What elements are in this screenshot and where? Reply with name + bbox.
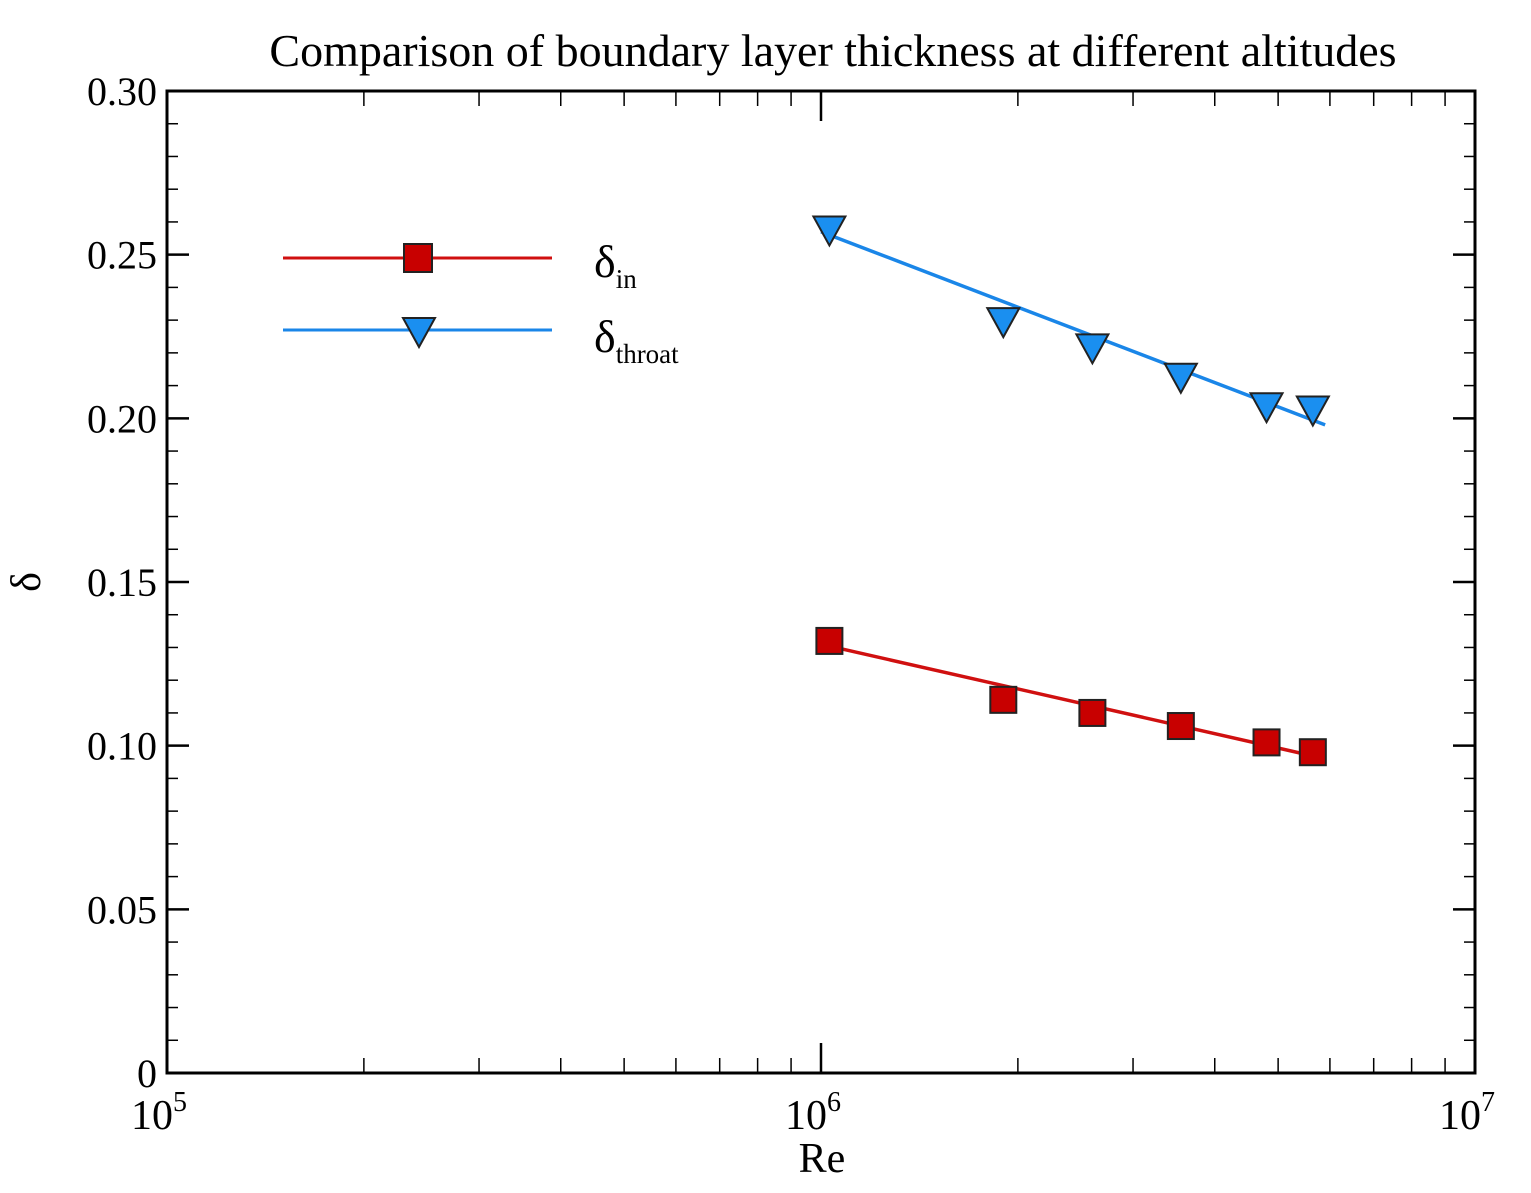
data-point-throat — [1295, 395, 1331, 428]
x-tick-label: 106 — [785, 1087, 841, 1139]
data-point-in — [1166, 712, 1195, 741]
x-tick-base: 10 — [785, 1093, 827, 1139]
y-axis: 0 0.05 0.10 0.15 0.20 0.25 0.30 — [87, 69, 1475, 1096]
series-in — [815, 626, 1327, 767]
data-point-in — [1078, 698, 1107, 727]
legend-label-throat-subscript: throat — [616, 339, 679, 369]
legend-entry-in: δin — [283, 236, 637, 294]
y-axis-label: δ — [4, 572, 50, 592]
series-throat — [811, 215, 1331, 428]
data-point-in — [989, 685, 1018, 714]
data-point-in — [1252, 728, 1281, 757]
data-point-throat — [1248, 392, 1285, 425]
x-tick-exponent: 7 — [1481, 1087, 1495, 1118]
x-tick-base: 10 — [131, 1093, 173, 1139]
plot-frame — [165, 89, 1477, 1075]
data-point-in — [815, 626, 844, 655]
x-tick-base: 10 — [1439, 1093, 1481, 1139]
x-tick-exponent: 5 — [173, 1087, 187, 1118]
data-point-throat — [985, 307, 1021, 340]
x-tick-exponent: 6 — [827, 1087, 841, 1118]
legend-entry-throat: δthroat — [283, 311, 679, 369]
fit-line-in — [820, 642, 1326, 761]
fit-line-throat — [820, 230, 1326, 427]
chart-title: Comparison of boundary layer thickness a… — [269, 25, 1396, 76]
legend: δin δthroat — [283, 236, 679, 369]
svg-text:δin: δin — [594, 236, 637, 294]
y-tick-label: 0.05 — [87, 887, 157, 932]
svg-text:δthroat: δthroat — [594, 311, 679, 369]
x-axis-label: Re — [799, 1136, 846, 1182]
legend-label-throat-symbol: δ — [594, 311, 616, 362]
y-tick-label: 0.15 — [87, 560, 157, 605]
data-point-in — [1298, 738, 1327, 767]
y-tick-label: 0.30 — [87, 69, 157, 114]
data-point-throat — [1074, 333, 1111, 366]
y-tick-label: 0.20 — [87, 396, 157, 441]
x-tick-label: 107 — [1439, 1087, 1495, 1139]
legend-label-in-subscript: in — [616, 264, 638, 294]
series-layer — [811, 215, 1331, 767]
legend-marker-square — [403, 243, 433, 273]
legend-marker-triangle — [401, 317, 437, 350]
y-tick-label: 0.10 — [87, 724, 157, 769]
y-tick-label: 0.25 — [87, 233, 157, 278]
y-tick-label: 0 — [137, 1051, 157, 1096]
data-point-throat — [1163, 362, 1199, 395]
x-axis: 105 106 107 — [131, 91, 1495, 1139]
x-tick-label: 105 — [131, 1087, 187, 1139]
legend-label-in-symbol: δ — [594, 236, 616, 287]
data-point-throat — [811, 215, 848, 248]
